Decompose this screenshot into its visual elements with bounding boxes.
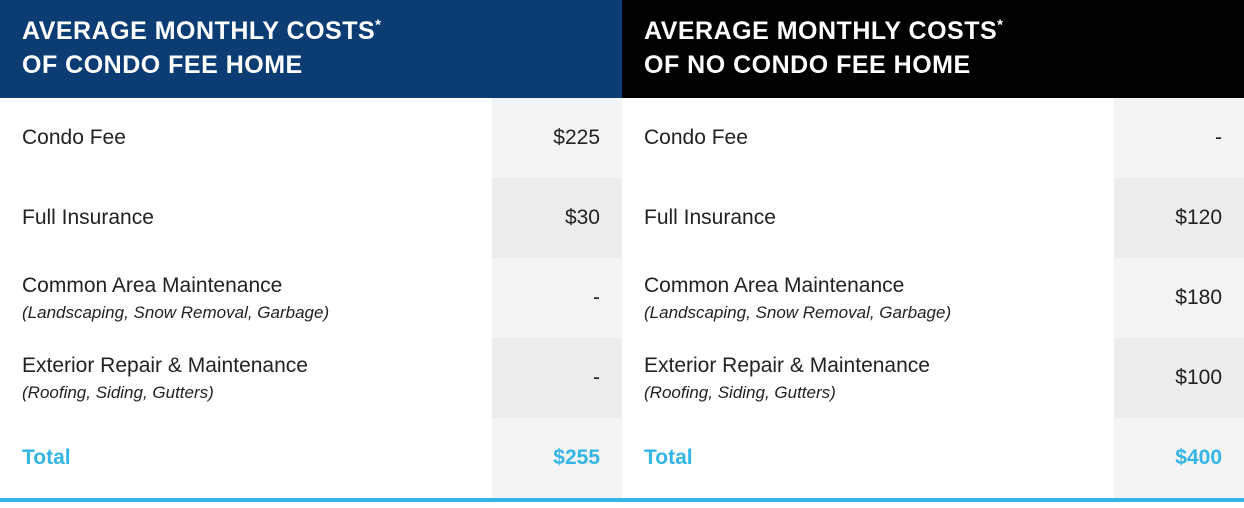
row-label-text: Condo Fee bbox=[22, 126, 126, 149]
header-left-line1: AVERAGE MONTHLY COSTS* bbox=[22, 15, 600, 49]
row-label-sub: (Roofing, Siding, Gutters) bbox=[22, 382, 470, 403]
row-label-text: Common Area Maintenance bbox=[644, 274, 904, 297]
table-row: Full Insurance $120 bbox=[622, 178, 1244, 258]
header-right: AVERAGE MONTHLY COSTS* OF NO CONDO FEE H… bbox=[622, 0, 1244, 98]
row-value: $120 bbox=[1114, 178, 1244, 258]
total-row: Total $400 bbox=[622, 418, 1244, 498]
total-value: $400 bbox=[1114, 418, 1244, 498]
row-label-text: Full Insurance bbox=[22, 206, 154, 229]
row-label-text: Condo Fee bbox=[644, 126, 748, 149]
header-left-asterisk: * bbox=[375, 17, 381, 34]
table-row: Condo Fee - bbox=[622, 98, 1244, 178]
row-label-sub: (Roofing, Siding, Gutters) bbox=[644, 382, 1092, 403]
row-label: Condo Fee bbox=[622, 113, 1114, 163]
column-condo-fee-home: AVERAGE MONTHLY COSTS* OF CONDO FEE HOME… bbox=[0, 0, 622, 498]
row-value: - bbox=[1114, 98, 1244, 178]
row-value: - bbox=[492, 338, 622, 418]
total-value: $255 bbox=[492, 418, 622, 498]
row-label-text: Exterior Repair & Maintenance bbox=[22, 354, 308, 377]
total-label: Total bbox=[622, 433, 1114, 483]
row-label: Common Area Maintenance (Landscaping, Sn… bbox=[622, 261, 1114, 335]
row-label: Condo Fee bbox=[0, 113, 492, 163]
total-row: Total $255 bbox=[0, 418, 622, 498]
row-value: $225 bbox=[492, 98, 622, 178]
header-left-line2: OF CONDO FEE HOME bbox=[22, 49, 600, 83]
table-row: Exterior Repair & Maintenance (Roofing, … bbox=[0, 338, 622, 418]
row-value: $30 bbox=[492, 178, 622, 258]
table-row: Common Area Maintenance (Landscaping, Sn… bbox=[0, 258, 622, 338]
header-right-line1: AVERAGE MONTHLY COSTS* bbox=[644, 15, 1222, 49]
row-label-text: Exterior Repair & Maintenance bbox=[644, 354, 930, 377]
header-left-title1: AVERAGE MONTHLY COSTS bbox=[22, 17, 375, 45]
row-label-text: Common Area Maintenance bbox=[22, 274, 282, 297]
header-right-line2: OF NO CONDO FEE HOME bbox=[644, 49, 1222, 83]
header-right-title1: AVERAGE MONTHLY COSTS bbox=[644, 17, 997, 45]
table-row: Full Insurance $30 bbox=[0, 178, 622, 258]
row-label: Full Insurance bbox=[622, 193, 1114, 243]
comparison-table: AVERAGE MONTHLY COSTS* OF CONDO FEE HOME… bbox=[0, 0, 1244, 502]
header-right-asterisk: * bbox=[997, 17, 1003, 34]
column-no-condo-fee-home: AVERAGE MONTHLY COSTS* OF NO CONDO FEE H… bbox=[622, 0, 1244, 498]
row-label-sub: (Landscaping, Snow Removal, Garbage) bbox=[22, 302, 470, 323]
row-label: Exterior Repair & Maintenance (Roofing, … bbox=[622, 341, 1114, 415]
row-label: Full Insurance bbox=[0, 193, 492, 243]
row-label-text: Full Insurance bbox=[644, 206, 776, 229]
row-label: Exterior Repair & Maintenance (Roofing, … bbox=[0, 341, 492, 415]
row-value: $180 bbox=[1114, 258, 1244, 338]
table-row: Condo Fee $225 bbox=[0, 98, 622, 178]
row-label: Common Area Maintenance (Landscaping, Sn… bbox=[0, 261, 492, 335]
table-row: Exterior Repair & Maintenance (Roofing, … bbox=[622, 338, 1244, 418]
total-label: Total bbox=[0, 433, 492, 483]
header-left: AVERAGE MONTHLY COSTS* OF CONDO FEE HOME bbox=[0, 0, 622, 98]
row-label-sub: (Landscaping, Snow Removal, Garbage) bbox=[644, 302, 1092, 323]
row-value: $100 bbox=[1114, 338, 1244, 418]
row-value: - bbox=[492, 258, 622, 338]
table-row: Common Area Maintenance (Landscaping, Sn… bbox=[622, 258, 1244, 338]
